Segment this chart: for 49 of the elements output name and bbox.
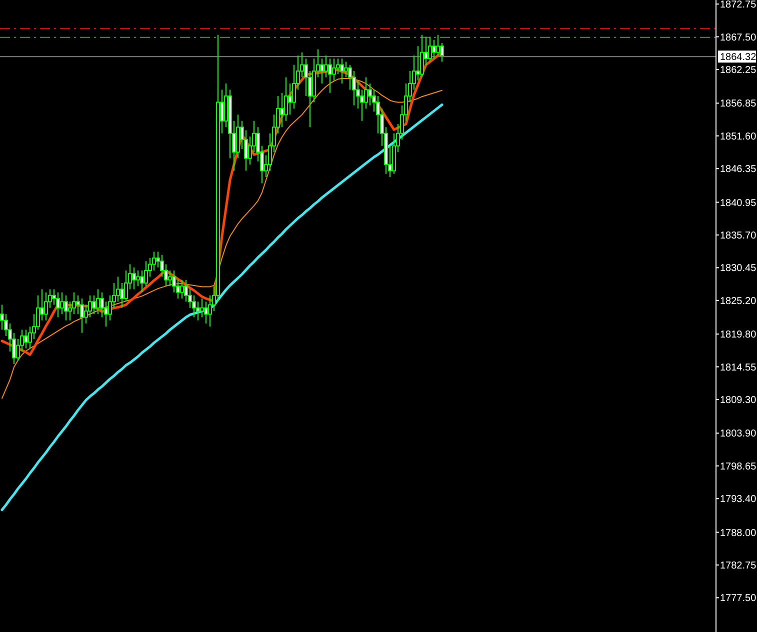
y-tick-label: 1809.30 (720, 395, 757, 406)
candlestick (416, 46, 420, 81)
candlestick (168, 270, 172, 287)
candlestick (332, 58, 336, 81)
ref-line-label: 1864.32 (720, 52, 757, 64)
candlestick (436, 34, 440, 56)
candlestick (132, 266, 136, 290)
candlestick (280, 92, 284, 128)
candlestick (204, 301, 208, 324)
y-tick-label: 1803.90 (720, 428, 757, 440)
candlestick (80, 298, 84, 334)
y-tick-label: 1840.95 (720, 198, 757, 209)
candlestick (64, 294, 68, 321)
candlestick (344, 61, 348, 78)
candlestick (432, 39, 436, 60)
candlestick (44, 292, 48, 321)
y-tick-label: 1819.80 (720, 330, 757, 341)
candlestick (420, 34, 424, 78)
candlestick (92, 294, 96, 315)
y-tick-label: 1782.75 (720, 560, 757, 572)
candlestick (340, 58, 344, 84)
candlestick (288, 83, 292, 116)
y-tick-label: 1814.55 (720, 362, 757, 374)
candlestick (56, 292, 60, 318)
y-tick-label: 1872.75 (720, 0, 757, 11)
y-tick-label: 1862.25 (720, 64, 757, 76)
candlestick (320, 58, 324, 84)
candlestick (200, 298, 204, 318)
y-tick-label: 1851.60 (720, 131, 757, 142)
candlestick (136, 270, 140, 287)
candlestick (140, 270, 144, 293)
candlestick (60, 292, 64, 315)
y-tick-label: 1835.70 (720, 230, 757, 242)
line-series (0, 103, 444, 512)
candlestick (428, 36, 432, 62)
y-tick-label: 1788.00 (720, 528, 757, 539)
y-tick-label: 1798.65 (720, 461, 757, 472)
candlestick (180, 279, 184, 300)
y-tick-label: 1825.20 (720, 296, 757, 307)
candlestick (328, 58, 332, 94)
y-tick-label: 1856.85 (720, 98, 757, 110)
y-tick-label: 1793.40 (720, 494, 757, 506)
y-tick-label: 1846.35 (720, 164, 757, 176)
candlestick (24, 329, 28, 349)
candlestick (96, 288, 100, 315)
y-tick-label: 1867.50 (720, 32, 757, 44)
candlestick (324, 54, 328, 78)
y-tick-label: 1777.50 (720, 593, 757, 604)
y-tick-label: 1830.45 (720, 263, 757, 274)
